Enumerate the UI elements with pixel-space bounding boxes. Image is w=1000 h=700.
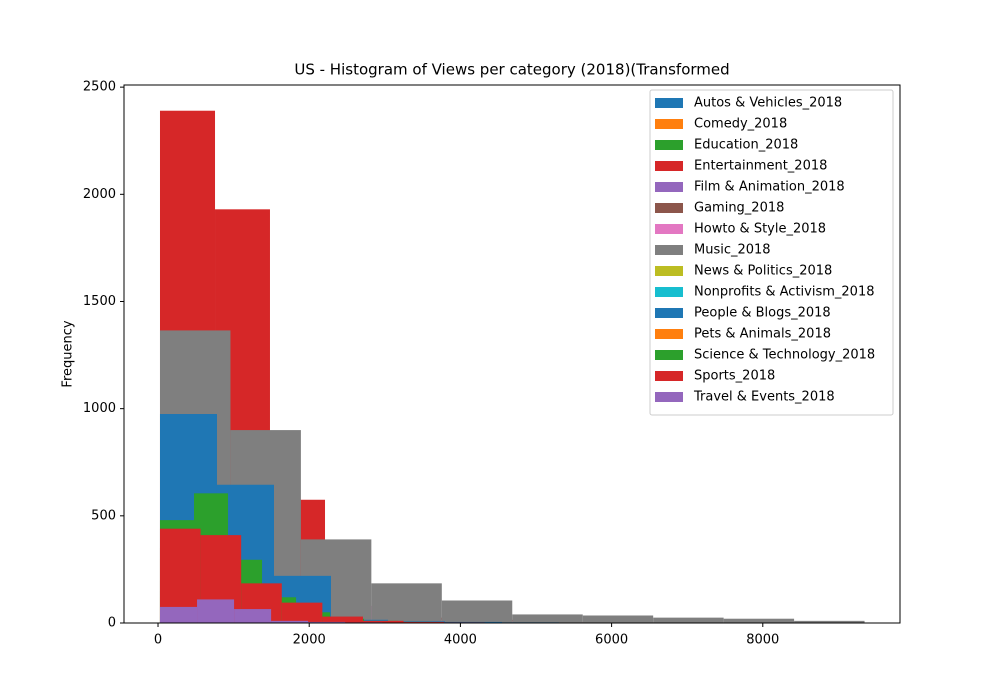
legend-label: Travel & Events_2018 bbox=[693, 390, 835, 405]
histogram-bar bbox=[403, 621, 445, 623]
legend-label: Comedy_2018 bbox=[694, 117, 787, 132]
legend-label: News & Politics_2018 bbox=[694, 264, 832, 279]
legend-swatch bbox=[655, 308, 683, 318]
histogram-bar bbox=[271, 620, 309, 623]
legend-label: Music_2018 bbox=[694, 243, 771, 258]
y-axis-label: Frequency bbox=[61, 320, 76, 387]
legend-label: Film & Animation_2018 bbox=[694, 180, 845, 195]
legend-swatch bbox=[655, 245, 683, 255]
legend-label: Gaming_2018 bbox=[694, 201, 784, 216]
legend-swatch bbox=[655, 350, 683, 360]
legend-swatch bbox=[655, 392, 683, 402]
y-tick-label: 1500 bbox=[83, 294, 116, 309]
legend-swatch bbox=[655, 98, 683, 108]
legend-swatch bbox=[655, 203, 683, 213]
legend-swatch bbox=[655, 287, 683, 297]
histogram-bar bbox=[281, 602, 323, 623]
legend-label: Pets & Animals_2018 bbox=[694, 327, 831, 342]
histogram-bar bbox=[723, 618, 795, 623]
legend-label: Entertainment_2018 bbox=[694, 159, 827, 174]
legend-swatch bbox=[655, 119, 683, 129]
y-tick-label: 0 bbox=[108, 616, 116, 631]
x-tick-label: 0 bbox=[154, 633, 162, 648]
histogram-bar bbox=[308, 621, 346, 623]
x-tick-label: 2000 bbox=[293, 633, 326, 648]
histogram-bar bbox=[234, 609, 272, 623]
histogram-bar bbox=[794, 620, 865, 623]
axes: 0 2000 4000 6000 8000 0 500 1000 1500 2000 2500 bbox=[83, 80, 901, 648]
legend-box bbox=[649, 89, 894, 416]
chart-title: US - Histogram of Views per category (20… bbox=[294, 61, 729, 79]
x-tick-label: 6000 bbox=[595, 633, 628, 648]
bars bbox=[159, 110, 865, 623]
legend-label: Howto & Style_2018 bbox=[694, 222, 826, 237]
histogram-bar bbox=[512, 614, 583, 623]
legend-label: People & Blogs_2018 bbox=[694, 306, 831, 321]
y-tick-label: 2500 bbox=[83, 80, 116, 95]
legend-swatch bbox=[655, 224, 683, 234]
legend-swatch bbox=[655, 329, 683, 339]
histogram-bar bbox=[159, 606, 198, 623]
legend-swatch bbox=[655, 266, 683, 276]
legend-label: Science & Technology_2018 bbox=[694, 348, 875, 363]
legend-label: Nonprofits & Activism_2018 bbox=[694, 285, 875, 300]
legend-swatch bbox=[655, 161, 683, 171]
histogram-bar bbox=[322, 616, 363, 623]
legend: Autos & Vehicles_2018 Comedy_2018 Educatio… bbox=[649, 89, 894, 416]
histogram-bar bbox=[197, 599, 235, 623]
legend-swatch bbox=[655, 371, 683, 381]
legend-label: Education_2018 bbox=[694, 138, 798, 153]
y-tick-label: 500 bbox=[91, 508, 116, 523]
histogram-bar bbox=[653, 617, 724, 623]
legend-swatch bbox=[655, 140, 683, 150]
legend-label: Autos & Vehicles_2018 bbox=[694, 96, 842, 111]
legend-label: Sports_2018 bbox=[694, 369, 775, 384]
histogram-bar bbox=[362, 620, 404, 623]
histogram-bar bbox=[582, 615, 654, 623]
x-tick-label: 4000 bbox=[444, 633, 477, 648]
legend-swatch bbox=[655, 182, 683, 192]
y-tick-label: 1000 bbox=[83, 401, 116, 416]
plot-frame bbox=[123, 84, 901, 624]
y-tick-label: 2000 bbox=[83, 187, 116, 202]
histogram-bar bbox=[371, 583, 442, 623]
x-tick-label: 8000 bbox=[746, 633, 779, 648]
histogram-bar bbox=[441, 600, 513, 623]
